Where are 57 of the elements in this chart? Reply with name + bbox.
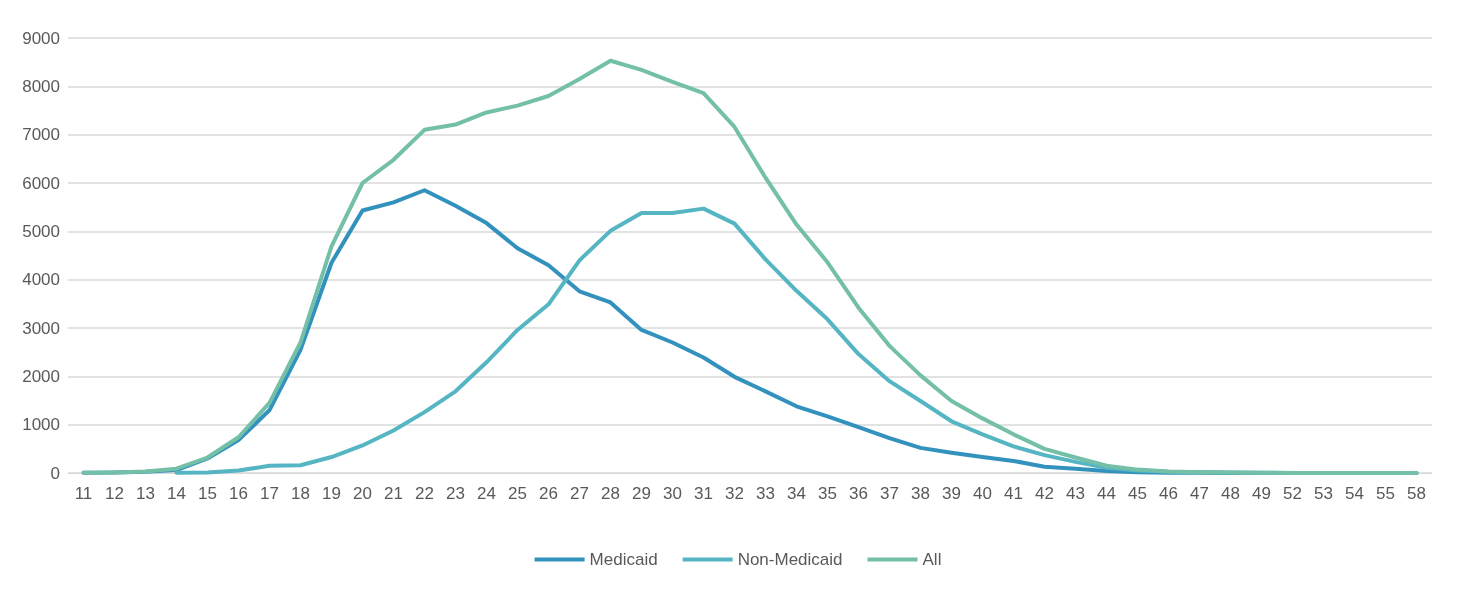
x-tick-label: 47 (1190, 484, 1209, 503)
y-tick-label: 4000 (22, 270, 60, 290)
x-tick-label: 45 (1128, 484, 1147, 503)
legend-label: Non-Medicaid (737, 550, 843, 569)
x-tick-label: 28 (601, 484, 620, 503)
y-tick-label: 3000 (22, 318, 60, 338)
x-tick-label: 26 (539, 484, 558, 503)
x-tick-label: 54 (1345, 484, 1364, 503)
x-tick-label: 18 (291, 484, 310, 503)
x-tick-label: 42 (1035, 484, 1054, 503)
x-tick-label: 13 (136, 484, 155, 503)
x-tick-label: 40 (973, 484, 992, 503)
x-tick-label: 34 (787, 484, 806, 503)
y-tick-label: 6000 (22, 173, 60, 193)
x-tick-label: 12 (105, 484, 124, 503)
x-tick-label: 27 (570, 484, 589, 503)
x-tick-label: 15 (198, 484, 217, 503)
x-tick-label: 38 (911, 484, 930, 503)
x-tick-label: 25 (508, 484, 527, 503)
x-tick-label: 19 (322, 484, 341, 503)
x-tick-label: 52 (1283, 484, 1302, 503)
x-tick-label: 32 (725, 484, 744, 503)
y-tick-label: 8000 (22, 76, 60, 96)
x-tick-label: 55 (1376, 484, 1395, 503)
x-tick-label: 20 (353, 484, 372, 503)
x-tick-label: 33 (756, 484, 775, 503)
x-tick-label: 14 (167, 484, 186, 503)
x-tick-label: 11 (74, 484, 93, 503)
x-tick-label: 46 (1159, 484, 1178, 503)
x-tick-label: 24 (477, 484, 496, 503)
x-tick-label: 29 (632, 484, 651, 503)
y-tick-label: 9000 (22, 28, 60, 48)
x-tick-label: 37 (880, 484, 899, 503)
x-tick-label: 41 (1004, 484, 1023, 503)
x-tick-label: 35 (818, 484, 837, 503)
y-tick-label: 0 (50, 463, 60, 483)
x-tick-label: 36 (849, 484, 868, 503)
x-tick-label: 16 (229, 484, 248, 503)
x-tick-label: 48 (1221, 484, 1240, 503)
legend-label: All (922, 550, 942, 569)
x-tick-label: 21 (384, 484, 403, 503)
x-tick-label: 17 (260, 484, 279, 503)
x-tick-label: 53 (1314, 484, 1333, 503)
x-tick-label: 44 (1097, 484, 1116, 503)
x-tick-label: 31 (694, 484, 713, 503)
y-tick-label: 5000 (22, 221, 60, 241)
x-tick-label: 58 (1407, 484, 1426, 503)
x-tick-label: 43 (1066, 484, 1085, 503)
y-tick-label: 2000 (22, 366, 60, 386)
x-tick-label: 22 (415, 484, 434, 503)
x-tick-label: 49 (1252, 484, 1271, 503)
legend-label: Medicaid (589, 550, 658, 569)
y-tick-label: 1000 (22, 415, 60, 435)
x-tick-label: 23 (446, 484, 465, 503)
x-tick-label: 39 (942, 484, 961, 503)
x-tick-label: 30 (663, 484, 682, 503)
y-tick-label: 7000 (22, 125, 60, 145)
